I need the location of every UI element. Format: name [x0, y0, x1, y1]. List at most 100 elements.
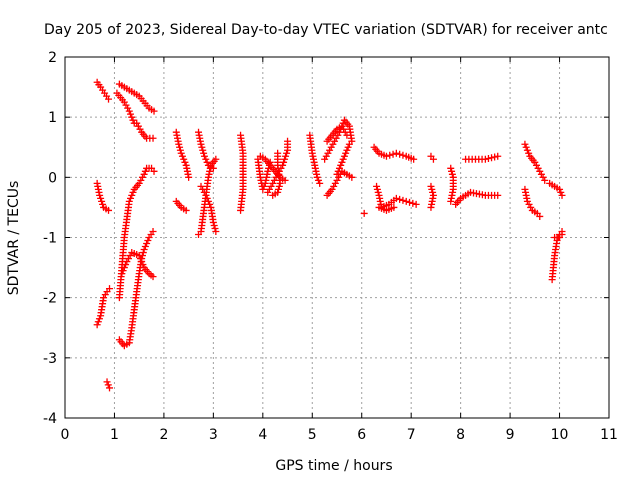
data-point	[338, 122, 346, 130]
chart-title: Day 205 of 2023, Sidereal Day-to-day VTE…	[44, 22, 608, 38]
data-point	[209, 218, 217, 226]
data-point	[124, 104, 132, 112]
data-point	[392, 194, 400, 202]
data-point	[127, 194, 135, 202]
y-axis-label: SDTVAR / TECUs	[6, 181, 22, 296]
axes: 0 1 2 3 4 5 6 7 8 9 10 11 -4 -3 -2 -1 0 1 2	[43, 50, 618, 443]
data-point	[412, 200, 420, 208]
data-point	[106, 384, 114, 392]
data-point	[211, 224, 219, 232]
data-point	[382, 152, 390, 160]
x-tick-label: 9	[506, 427, 515, 443]
data-point	[429, 188, 437, 196]
data-point	[276, 179, 284, 187]
data-point	[136, 125, 144, 133]
data-point	[313, 173, 321, 181]
data-point	[280, 158, 288, 166]
data-point	[281, 155, 289, 163]
data-point	[338, 158, 346, 166]
data-point	[122, 261, 130, 269]
y-tick-label: -2	[43, 291, 57, 307]
data-point	[197, 182, 205, 190]
data-point	[429, 155, 437, 163]
data-point	[198, 143, 206, 151]
data-point	[105, 206, 113, 214]
data-point	[176, 143, 184, 151]
data-point	[176, 146, 184, 154]
data-point	[269, 179, 277, 187]
data-point	[264, 188, 272, 196]
data-point	[143, 240, 151, 248]
data-point	[409, 199, 417, 207]
data-point	[96, 191, 104, 199]
data-point	[389, 150, 397, 158]
data-point	[534, 164, 542, 172]
data-point	[259, 185, 267, 193]
data-point	[267, 182, 275, 190]
data-point	[532, 161, 540, 169]
data-point	[212, 155, 220, 163]
data-point	[200, 152, 208, 160]
data-point	[284, 137, 292, 145]
data-point	[95, 315, 103, 323]
data-point	[144, 237, 152, 245]
data-point	[558, 230, 566, 238]
y-tick-label: 0	[48, 170, 57, 186]
data-point	[136, 255, 144, 263]
data-point	[122, 101, 130, 109]
data-point	[491, 153, 499, 161]
data-point	[185, 173, 193, 181]
data-point	[127, 110, 135, 118]
data-point	[139, 261, 147, 269]
data-point	[128, 113, 136, 121]
data-point	[331, 179, 339, 187]
data-point	[120, 98, 128, 106]
data-point	[128, 191, 136, 199]
data-point	[199, 146, 207, 154]
data-point	[340, 125, 348, 133]
x-tick-label: 10	[551, 427, 569, 443]
data-point	[341, 128, 349, 136]
data-point	[330, 182, 338, 190]
data-point	[331, 137, 339, 145]
x-tick-label: 3	[209, 427, 218, 443]
data-point	[494, 191, 502, 199]
y-tick-label: -3	[43, 351, 57, 367]
data-point	[525, 200, 533, 208]
data-point	[264, 167, 272, 175]
data-point	[260, 182, 268, 190]
data-point	[118, 270, 126, 278]
data-point	[333, 176, 341, 184]
data-point	[386, 151, 394, 159]
data-point	[182, 206, 190, 214]
data-point	[427, 203, 435, 211]
data-point	[481, 155, 489, 163]
data-point	[522, 143, 530, 151]
data-point	[93, 321, 101, 329]
data-point	[343, 146, 351, 154]
data-point	[137, 176, 145, 184]
data-point	[556, 185, 564, 193]
data-point	[448, 167, 456, 175]
data-point	[536, 212, 544, 220]
x-axis-label: GPS time / hours	[275, 458, 392, 474]
data-point	[150, 167, 158, 175]
data-point	[104, 381, 112, 389]
data-point	[129, 188, 137, 196]
data-point	[343, 131, 351, 139]
data-point	[206, 200, 214, 208]
x-tick-label: 6	[357, 427, 366, 443]
data-point	[123, 258, 131, 266]
data-point	[150, 107, 158, 115]
data-point	[125, 107, 133, 115]
data-point	[392, 149, 400, 157]
data-point	[200, 188, 208, 196]
data-point	[129, 116, 137, 124]
data-point	[525, 149, 533, 157]
data-point	[348, 173, 356, 181]
data-point	[527, 203, 535, 211]
data-point	[120, 264, 128, 272]
data-point	[202, 191, 210, 199]
data-point	[339, 155, 347, 163]
